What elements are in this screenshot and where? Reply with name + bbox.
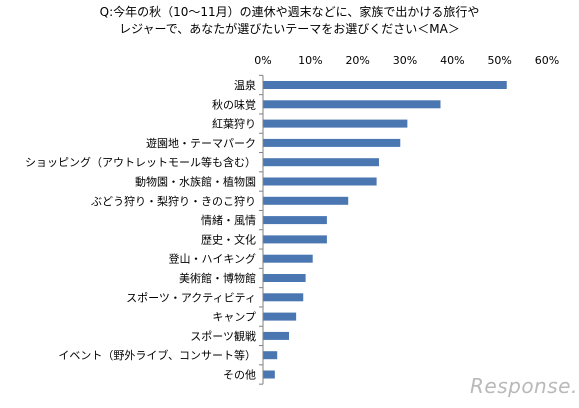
category-label: スポーツ観戦 (190, 329, 256, 343)
category-label: ぶどう狩り・梨狩り・きのこ狩り (91, 194, 256, 208)
chart-title-line-2: レジャーで、あなたが選びたいテーマをお選びください＜MA＞ (119, 22, 460, 36)
category-label: 紅葉狩り (212, 117, 256, 131)
category-label: スポーツ・アクティビティ (126, 291, 256, 304)
x-tick-label: 10% (298, 54, 322, 67)
bar (263, 119, 408, 128)
x-tick-label: 60% (535, 54, 559, 67)
bar (263, 100, 441, 109)
bar (263, 177, 377, 186)
category-labels: 温泉秋の味覚紅葉狩り遊園地・テーマパークショッピング（アウトレットモール等も含む… (25, 78, 256, 382)
chart-title-line-1: Q:今年の秋（10〜11月）の連休や週末などに、家族で出かける旅行や (99, 5, 480, 19)
x-tick-label: 30% (393, 54, 417, 67)
category-label: 動物園・水族館・植物園 (135, 175, 256, 189)
category-label: その他 (223, 369, 256, 382)
x-tick-label: 50% (487, 54, 511, 67)
category-label: 歴史・文化 (201, 232, 256, 246)
y-axis (259, 74, 264, 385)
watermark-text: Response. (470, 374, 578, 398)
category-label: ショッピング（アウトレットモール等も含む） (25, 155, 256, 169)
category-label: 遊園地・テーマパーク (146, 136, 256, 150)
category-label: 秋の味覚 (212, 97, 256, 111)
bar (263, 196, 349, 205)
bar (263, 274, 306, 282)
category-label: 情緒・風情 (201, 213, 256, 227)
bar (263, 235, 327, 244)
category-label: 美術館・博物館 (179, 271, 256, 285)
bar (263, 351, 278, 360)
bar (263, 312, 297, 321)
bar (263, 254, 313, 263)
bar (263, 138, 401, 147)
chart-title: Q:今年の秋（10〜11月）の連休や週末などに、家族で出かける旅行や レジャーで… (0, 4, 579, 38)
bar (263, 293, 304, 302)
category-label: 登山・ハイキング (169, 252, 256, 266)
bar (263, 81, 507, 89)
bar (263, 158, 379, 167)
category-label: 温泉 (234, 78, 256, 92)
x-tick-label: 40% (440, 54, 464, 67)
bar (263, 216, 327, 225)
bar (263, 370, 275, 379)
category-label: イベント（野外ライブ、コンサート等） (58, 348, 256, 362)
x-tick-label: 0% (254, 54, 271, 67)
x-axis-ticks: 0% 10% 20% 30% 40% 50% 60% (254, 54, 559, 67)
bars (263, 81, 507, 379)
bar (263, 331, 290, 340)
category-label: キャンプ (212, 311, 256, 324)
x-tick-label: 20% (345, 54, 369, 67)
